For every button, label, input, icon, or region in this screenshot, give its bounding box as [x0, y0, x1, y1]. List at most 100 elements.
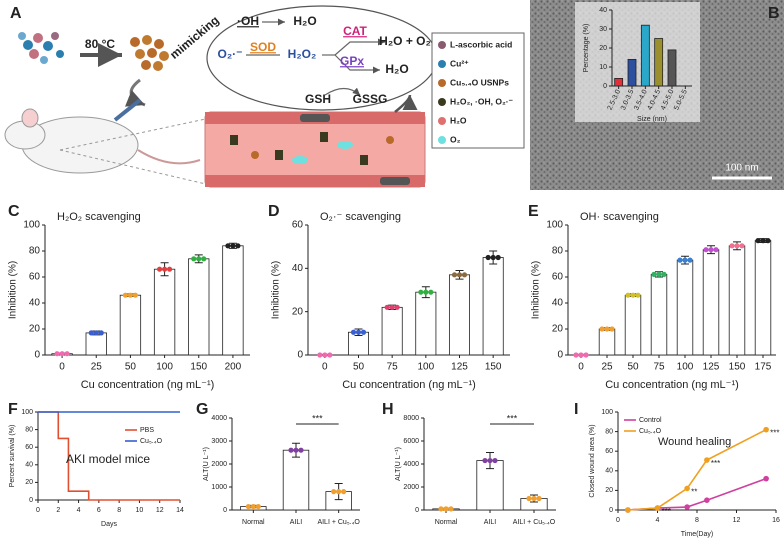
marker	[684, 504, 690, 510]
data-dot	[487, 457, 493, 464]
x-tick-label: 14	[176, 507, 184, 514]
chart-title: O₂·⁻ scavenging	[320, 211, 401, 223]
x-axis-label: Time(Day)	[681, 531, 713, 538]
data-dot	[423, 289, 429, 295]
x-tick-label: 50	[125, 362, 137, 373]
reaction-label: H₂O	[385, 62, 408, 76]
y-tick-label: 40	[599, 7, 607, 14]
data-dot	[428, 289, 434, 295]
data-dot	[54, 351, 60, 357]
marker	[684, 485, 690, 492]
bar	[640, 24, 650, 87]
y-tick-label: 0	[223, 507, 227, 514]
x-tick-label: 175	[755, 362, 772, 373]
y-tick-label: 1000	[211, 484, 227, 491]
data-dot	[531, 495, 537, 502]
y-tick-label: 20	[25, 479, 33, 486]
y-axis-label: ALT(U L⁻¹)	[203, 447, 210, 481]
data-dot	[394, 304, 400, 310]
data-dot	[191, 256, 197, 262]
data-dot	[635, 292, 641, 298]
data-dot	[708, 247, 714, 253]
bar	[188, 258, 210, 356]
bar	[627, 59, 637, 87]
y-tick-label: 80	[29, 246, 41, 257]
data-dot	[230, 243, 236, 249]
data-dot	[495, 254, 501, 261]
x-tick-label: 0	[578, 362, 584, 373]
data-dot	[578, 352, 584, 358]
data-dot	[245, 503, 251, 510]
y-axis-label: Inhibition (%)	[8, 261, 19, 319]
data-dot	[438, 506, 444, 512]
data-dot	[760, 238, 766, 244]
chart-title: OH· scavenging	[580, 211, 659, 223]
y-tick-label: 0	[557, 350, 563, 361]
legend-label: H₂O₂, ·OH, O₂·⁻	[450, 96, 514, 106]
reaction-label: GSH	[305, 92, 331, 106]
data-dot	[418, 289, 424, 295]
data-dot	[656, 271, 662, 277]
legend-icon	[438, 41, 446, 49]
data-dot	[461, 272, 468, 278]
bar	[282, 449, 310, 511]
bar	[624, 294, 642, 356]
x-tick-label: 150	[729, 362, 746, 373]
x-tick-label: 0	[36, 507, 40, 514]
data-dot	[327, 352, 333, 358]
y-tick-label: 40	[25, 462, 33, 469]
data-dot	[482, 457, 488, 464]
data-dot	[583, 352, 589, 358]
legend-label: PBS	[140, 427, 154, 434]
panel-label: C	[8, 203, 20, 220]
y-tick-label: 80	[552, 246, 564, 257]
data-dot	[161, 266, 168, 272]
data-dot	[255, 503, 261, 510]
y-tick-label: 20	[605, 487, 613, 494]
x-tick-label: 75	[387, 362, 399, 373]
x-tick-label: 75	[653, 362, 665, 373]
reaction-label: ·OH	[237, 14, 259, 28]
x-axis-label: Cu concentration (ng mL⁻¹)	[605, 379, 739, 391]
data-dot	[485, 254, 491, 261]
bar	[153, 268, 176, 356]
y-tick-label: 20	[292, 306, 304, 317]
reaction-label: GSSG	[353, 92, 388, 106]
legend-label: H₂O	[450, 115, 467, 125]
mouse	[4, 98, 201, 174]
y-axis-label: Percent survival (%)	[9, 425, 16, 488]
data-dot	[729, 243, 735, 249]
significance-label: ***	[312, 413, 323, 423]
data-dot	[132, 292, 139, 298]
data-dot	[59, 351, 65, 357]
y-tick-label: 10	[599, 64, 607, 71]
data-dot	[677, 257, 683, 263]
data-dot	[604, 326, 610, 332]
data-dot	[448, 506, 454, 512]
x-tick-label: 12	[156, 507, 164, 514]
x-tick-label: AILI + Cu₅.₄O	[317, 519, 360, 526]
data-dot	[355, 329, 362, 335]
significance-label: **	[691, 488, 697, 497]
bar	[448, 274, 470, 356]
x-tick-label: 25	[91, 362, 103, 373]
x-tick-label: 100	[677, 362, 694, 373]
bar	[381, 306, 403, 356]
panel-label: H	[382, 401, 394, 418]
marker	[763, 475, 769, 482]
legend-label: Cu₅.₄O USNPs	[450, 77, 509, 87]
panel-label: B	[768, 5, 780, 22]
legend-label: Cu₅.₄O	[639, 428, 662, 435]
reaction-label: H₂O + O₂	[379, 34, 431, 48]
x-tick-label: 150	[190, 362, 207, 373]
y-tick-label: 40	[605, 468, 613, 475]
legend-label: Cu²⁺	[450, 58, 469, 68]
x-tick-label: 2	[56, 507, 60, 514]
y-tick-label: 4000	[211, 415, 227, 422]
annotation: Wound healing	[658, 436, 731, 448]
significance-label: ***	[662, 507, 671, 516]
data-dot	[350, 329, 357, 335]
annotation: AKI model mice	[66, 452, 150, 466]
data-dot	[360, 329, 367, 335]
data-dot	[526, 495, 532, 502]
